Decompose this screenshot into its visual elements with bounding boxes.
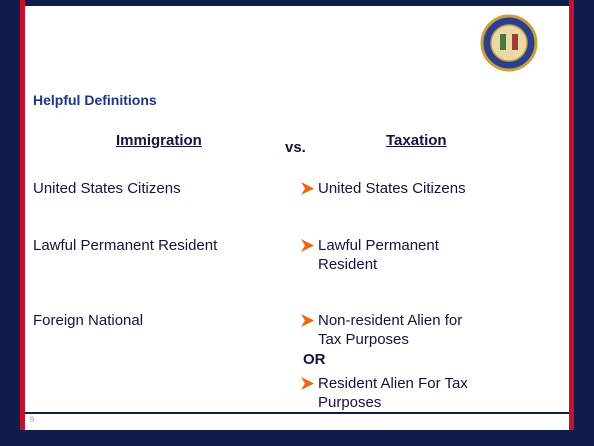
section-title: Helpful Definitions [33, 92, 157, 108]
bullet-arrow [301, 314, 314, 327]
taxation-term: Tax Purposes [318, 331, 409, 348]
taxation-term: Resident Alien For Tax [318, 375, 468, 392]
immigration-term: Lawful Permanent Resident [33, 237, 218, 254]
taxation-term: Resident [318, 256, 378, 273]
taxation-term: Non-resident Alien for [318, 312, 463, 329]
frame-left [0, 0, 20, 446]
frame-right [574, 0, 594, 446]
red-right [569, 0, 574, 446]
bullet-arrow [301, 377, 314, 390]
immigration-term: United States Citizens [33, 180, 181, 197]
bullet-arrow [301, 182, 314, 195]
taxation-term: United States Citizens [318, 180, 466, 197]
taxation-term: Lawful Permanent [318, 237, 439, 254]
versus: vs. [285, 139, 306, 156]
seal [480, 14, 538, 72]
immigration-term: Foreign National [33, 312, 144, 329]
column-heading: Taxation [386, 132, 447, 149]
bottom-line [25, 412, 569, 414]
frame-bottom [0, 430, 594, 446]
red-left [20, 0, 25, 446]
slide-number: 9 [30, 415, 34, 424]
taxation-term: Purposes [318, 394, 382, 411]
column-heading: Immigration [116, 132, 202, 149]
bullet-arrow [301, 239, 314, 252]
connector: OR [303, 351, 326, 368]
frame-top [0, 0, 594, 6]
